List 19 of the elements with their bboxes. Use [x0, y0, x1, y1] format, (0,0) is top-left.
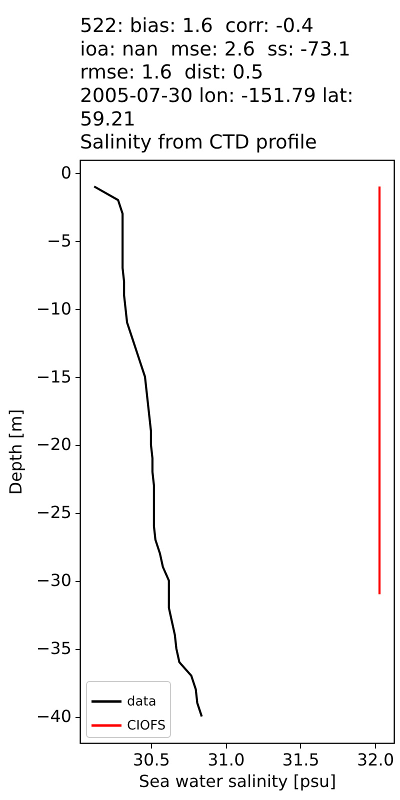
x-axis-title: Sea water salinity [psu]: [138, 771, 336, 792]
legend-label: data: [127, 694, 156, 710]
y-tick-label: −15: [36, 366, 72, 386]
y-tick-label: −10: [36, 298, 72, 318]
x-tick-label: 31.0: [208, 750, 245, 770]
y-tick-label: −30: [36, 570, 72, 590]
y-tick-label: −35: [36, 638, 72, 658]
y-tick-label: −5: [46, 230, 72, 250]
y-tick-label: −25: [36, 502, 72, 522]
legend-label: CIOFS: [127, 718, 166, 734]
y-tick-label: −40: [36, 706, 72, 726]
y-axis-title: Depth [m]: [5, 409, 26, 495]
x-tick-label: 30.5: [132, 750, 170, 770]
y-tick-label: −20: [36, 434, 72, 454]
chart-title: 522: bias: 1.6 corr: -0.4 ioa: nan mse: 2.6 ss: -73.1 rmse: 1.6 dist: 0.5 2005-07-30 lon: -151.79 lat: 59.21 Salinity from CTD profile: [80, 14, 354, 154]
x-tick-label: 31.5: [282, 750, 320, 770]
y-tick-label: 0: [60, 162, 72, 182]
line-series: [93, 185, 203, 718]
x-tick-label: 32.0: [356, 750, 394, 770]
